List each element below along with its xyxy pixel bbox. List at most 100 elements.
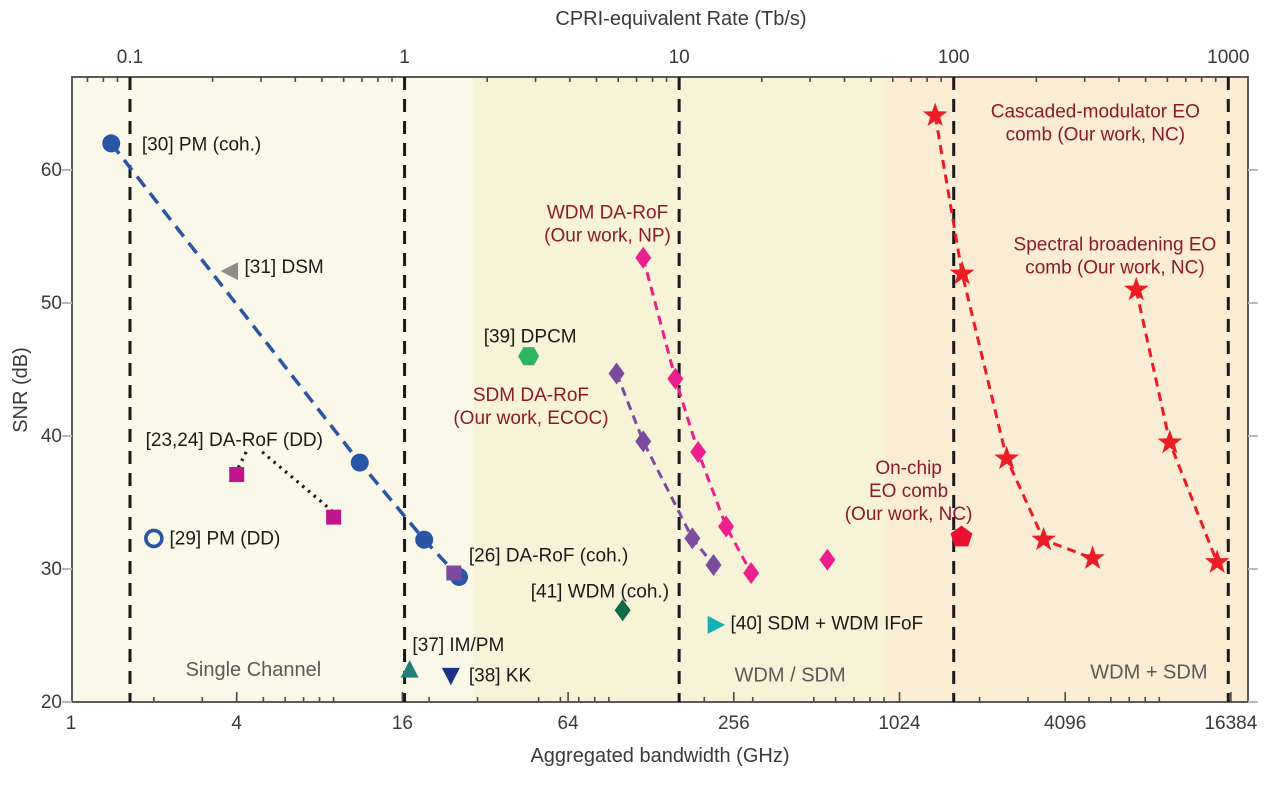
marker-diamond [718,515,735,538]
marker-star [922,102,948,126]
region-label-wdm-sdm: WDM + SDM [1090,662,1207,684]
annotation-38-kk: [38] KK [469,665,532,686]
annotation-sdm-da-rof: SDM DA-RoF [473,385,589,406]
marker-diamond [743,561,760,584]
marker-hexagon [518,347,540,366]
cpri-tick-label: 1000 [1207,47,1249,68]
series-38-kk [441,667,460,686]
annotation-23-24-da-rof-dd: [23,24] DA-RoF (DD) [146,430,323,451]
series-31-dsm [220,262,239,281]
marker-star [1157,429,1183,454]
x-tick-label: 64 [558,713,580,734]
marker-diamond [608,362,625,385]
series-23-24-da-rof-dd [229,467,342,525]
plot-frame [71,76,1249,703]
y-axis-title: SNR (dB) [10,347,32,433]
marker-triangle-up [400,660,419,678]
region-single-channel [72,77,474,702]
series-cascaded-modulator-eo-comb-our-work-nc [922,102,1105,569]
marker-circle [415,530,434,549]
marker-diamond [690,440,707,463]
marker-star [1123,276,1149,301]
marker-circle [350,453,369,472]
x-tick-label: 1024 [878,713,921,734]
annotation-wdm-da-rof: WDM DA-RoF [547,203,668,224]
marker-star [1031,526,1056,551]
cpri-tick-label: 10 [669,47,690,68]
annotation-spectral-broadening-eo: comb (Our work, NC) [1025,257,1204,278]
connector-line [261,450,333,512]
x-tick-label: 16 [392,713,413,734]
region-labels: Single Channel WDM / SDM WDM + SDM [186,659,1208,686]
cpri-tick-label: 0.1 [117,47,143,68]
annotation-40-sdm-wdm-ifof: [40] SDM + WDM IFoF [730,614,923,635]
series-41-wdm-coh [614,599,631,622]
x-tick-label: 4096 [1044,713,1086,734]
marker-diamond [819,548,836,571]
annotation-cascaded-modulator-eo: Cascaded-modulator EO [991,101,1200,122]
annotation-31-dsm: [31] DSM [245,257,324,278]
region-wdm-sdm [884,77,1248,702]
annotation-on-chip: (Our work, NC) [845,504,973,525]
series-39-dpcm [518,347,540,366]
x-tick-label: 16384 [1204,713,1257,734]
marker-circle-open [144,528,164,549]
y-tick-label: 60 [41,160,62,181]
marker-star [949,260,975,285]
region-label-single-channel: Single Channel [186,659,322,681]
cpri-tick-label: 100 [938,47,970,68]
background-regions [72,77,1248,702]
series-26-da-rof-coh [446,565,462,581]
marker-diamond [614,599,631,622]
y-tick-label: 30 [41,559,62,580]
cpri-tick-label: 1 [399,47,410,68]
annotation-30-pm-coh: [30] PM (coh.) [142,135,261,156]
marker-diamond [635,246,652,269]
marker-star [1080,545,1105,569]
annotation-39-dpcm: [39] DPCM [484,326,577,347]
annotation-41-wdm-coh: [41] WDM (coh.) [531,582,669,603]
annotation-on-chip: On-chip [875,458,942,479]
axis-tick-labels: 1 4 16 64 256 1024 4096 16384 0.1 1 10 100 1000 20 30 4… [41,47,1258,734]
series-on-chip-eo-comb-our-work-nc [950,525,973,547]
marker-triangle-down [441,667,460,686]
x-axis-title: Aggregated bandwidth (GHz) [530,745,789,767]
marker-square [326,509,342,525]
series-30-pm-coh [102,134,469,586]
series-line-30-pm-coh [109,142,461,579]
series-sdm-da-rof-our-work-ecoc [608,362,722,577]
region-label-wdm-sdm: WDM / SDM [735,664,846,686]
marker-triangle-right [707,615,726,634]
annotations: [30] PM (coh.) [31] DSM [23,24] DA-RoF (DD… [142,101,1216,686]
annotation-on-chip: EO comb [869,481,948,502]
marker-star [994,445,1019,470]
series-line-sdm-da-rof-our-work-ecoc [615,372,715,566]
connector-line [236,451,248,469]
annotation-spectral-broadening-eo: Spectral broadening EO [1014,234,1217,255]
marker-pentagon [950,525,973,547]
x-tick-label: 1 [66,713,77,734]
marker-square [229,467,245,483]
marker-circle [102,134,121,153]
annotation-26-da-rof-coh: [26] DA-RoF (coh.) [469,546,628,567]
series-wdm-da-rof-our-work-np [635,246,760,584]
marker-diamond [705,554,722,577]
annotation-37-im-pm: [37] IM/PM [412,635,504,656]
annotation-sdm-da-rof: (Our work, ECOC) [453,408,608,429]
series-37-im-pm [400,660,419,678]
series-40-sdm-wdm-ifof [707,615,726,634]
series-spectral-broadening-eo-comb-our-work-nc [1123,276,1230,573]
marker-diamond [635,430,652,453]
marker-diamond [684,527,701,550]
top-axis-title: CPRI-equivalent Rate (Tb/s) [555,8,806,30]
annotation-cascaded-modulator-eo: comb (Our work, NC) [1006,124,1185,145]
y-tick-label: 20 [41,692,62,713]
marker-star [1204,549,1230,573]
y-tick-label: 50 [41,293,62,314]
marker-square [446,565,462,581]
x-tick-label: 4 [231,713,242,734]
series-29-pm-dd [144,528,164,549]
y-tick-label: 40 [41,426,62,447]
